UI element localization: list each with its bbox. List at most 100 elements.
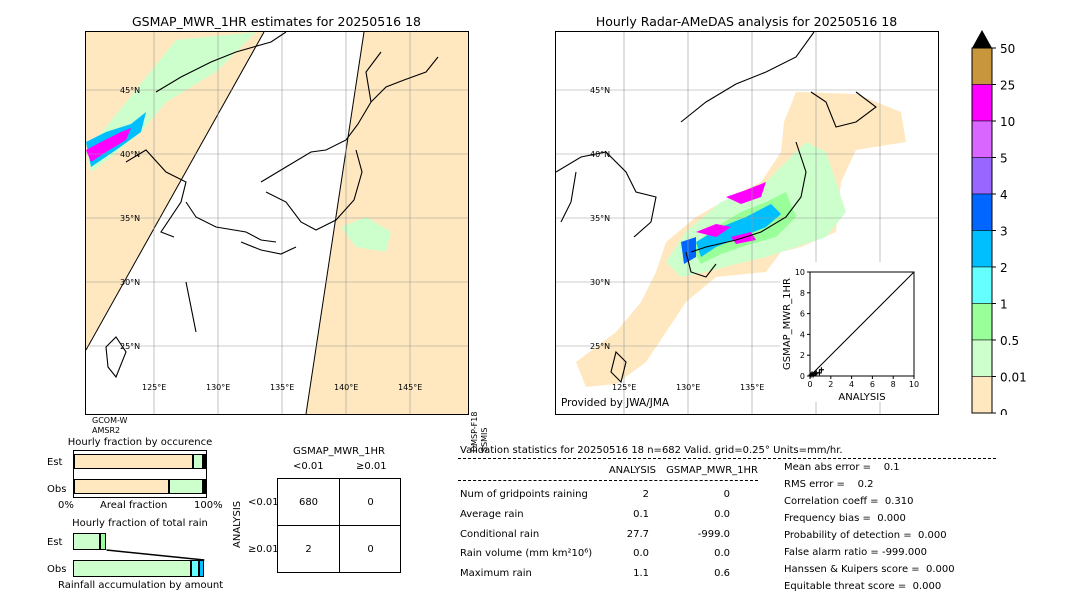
validation-row-label: Num of gridpoints raining — [460, 489, 588, 500]
right-map-credit: Provided by JWA/JMA — [561, 397, 670, 409]
occurrence-title: Hourly fraction by occurence — [67, 437, 213, 448]
left-map-canvas: 45°N 40°N 35°N 30°N 25°N 125°E 130°E 135… — [86, 32, 468, 414]
scatter-ylabel: GSMAP_MWR_1HR — [782, 278, 793, 370]
left-lat-label: 45°N — [120, 86, 140, 95]
colorbar-label: 25 — [1000, 79, 1015, 93]
total-rain-segment — [99, 533, 107, 550]
occurrence-segment — [192, 454, 204, 469]
contingency-cell: 2 — [305, 544, 312, 555]
left-lat-label: 30°N — [120, 278, 140, 287]
score-line: Hanssen & Kuipers score = 0.000 — [784, 564, 955, 575]
colorbar-label: 10 — [1000, 115, 1015, 129]
scatter-point — [812, 371, 818, 377]
colorbar: 50 25 10 5 4 3 2 1 0.5 0.01 0 — [970, 30, 1030, 421]
scatter-point — [818, 367, 824, 373]
left-lon-label: 145°E — [398, 383, 422, 392]
validation-row-gsmap: 0.0 — [714, 548, 730, 559]
scatter-diagonal — [809, 271, 915, 377]
scatter-xlabel: ANALYSIS — [838, 392, 885, 402]
contingency-row-label: ≥0.01 — [248, 544, 279, 555]
scatter-x-tick-label: 4 — [849, 380, 854, 389]
left-lat-label: 40°N — [120, 150, 140, 159]
colorbar-label: 1 — [1000, 298, 1008, 312]
occurrence-row-label: Est — [47, 457, 63, 468]
scatter-y-tick-label: 6 — [800, 310, 805, 319]
validation-divider-mid — [458, 480, 758, 481]
scatter-y-tick-label: 0 — [800, 372, 805, 381]
validation-row-label: Average rain — [460, 509, 524, 520]
left-rain-heavy — [86, 128, 131, 162]
total-rain-segment — [198, 560, 205, 577]
occurrence-segment — [203, 454, 206, 469]
total-rain-caption: Rainfall accumulation by amount — [58, 580, 224, 591]
right-lat-label: 30°N — [590, 278, 610, 287]
colorbar-segment — [971, 266, 993, 304]
right-lon-label: 135°E — [740, 383, 764, 392]
validation-col-analysis: ANALYSIS — [608, 465, 656, 476]
contingency-cell: 680 — [298, 497, 319, 508]
total-rain-segment — [73, 533, 100, 550]
total-rain-bar-obs — [73, 560, 207, 577]
score-line: Mean abs error = 0.1 — [784, 462, 900, 473]
validation-row-label: Conditional rain — [460, 529, 540, 540]
occurrence-axis-mid: Areal fraction — [100, 500, 168, 511]
scatter-x-tick-label: 10 — [909, 380, 919, 389]
colorbar-segment — [971, 47, 993, 85]
validation-col-gsmap: GSMAP_MWR_1HR — [666, 465, 758, 476]
score-line: Correlation coeff = 0.310 — [784, 496, 914, 507]
occurrence-segment — [169, 479, 204, 494]
validation-row-analysis: 1.1 — [633, 568, 649, 579]
right-rain-cyan — [696, 204, 781, 257]
validation-row-analysis: 2 — [642, 489, 649, 500]
validation-row-gsmap: 0.6 — [714, 568, 730, 579]
validation-row-label: Maximum rain — [460, 568, 532, 579]
left-lon-label: 135°E — [270, 383, 294, 392]
left-lon-label: 125°E — [142, 383, 166, 392]
right-lat-label: 45°N — [590, 86, 610, 95]
total-rain-bar-est — [73, 533, 207, 550]
colorbar-label: 0 — [1000, 407, 1008, 415]
total-rain-row-label: Obs — [47, 564, 67, 575]
colorbar-label: 4 — [1000, 188, 1008, 202]
colorbar-canvas: 50 25 10 5 4 3 2 1 0.5 0.01 0 — [971, 30, 1027, 421]
colorbar-segment — [971, 230, 993, 268]
right-rain-blue — [681, 237, 696, 264]
colorbar-segment — [971, 339, 993, 377]
right-lat-label: 35°N — [590, 214, 610, 223]
colorbar-label: 0.01 — [1000, 371, 1027, 385]
score-line: RMS error = 0.2 — [784, 479, 874, 490]
scatter-point — [816, 370, 822, 376]
left-coastline — [105, 32, 439, 379]
colorbar-label: 0.5 — [1000, 334, 1019, 348]
right-lat-label: 25°N — [590, 342, 610, 351]
occurrence-bar-est — [74, 454, 206, 469]
scatter-y-tick-label: 8 — [800, 289, 805, 298]
scatter-y-tick-label: 10 — [795, 268, 805, 277]
validation-row-gsmap: 0 — [723, 489, 730, 500]
right-lon-label: 130°E — [676, 383, 700, 392]
occurrence-segment — [74, 454, 193, 469]
validation-row-gsmap: 0.0 — [714, 509, 730, 520]
total-rain-segment — [190, 560, 199, 577]
total-rain-connector — [106, 549, 205, 561]
occurrence-row-label: Obs — [47, 484, 67, 495]
validation-header: Validation statistics for 20250516 18 n=… — [460, 445, 843, 456]
scatter-x-tick-label: 0 — [807, 380, 812, 389]
colorbar-label: 5 — [1000, 152, 1008, 166]
left-lat-label: 25°N — [120, 342, 140, 351]
contingency-cell: 0 — [367, 544, 374, 555]
scatter-plot: 00 2 2 4 4 6 6 8 8 10 10 ANALYSIS GSMAP_MWR_1HR — [782, 268, 919, 403]
left-sensor-line-1: GCOM-W — [92, 416, 128, 425]
score-line: False alarm ratio = -999.000 — [784, 547, 927, 558]
colorbar-segment — [971, 193, 993, 231]
total-rain-title: Hourly fraction of total rain — [72, 518, 208, 529]
right-map-canvas: 45°N 40°N 35°N 30°N 25°N 125°E 130°E 135… — [556, 32, 938, 414]
occurrence-bar-obs — [74, 479, 206, 494]
left-map: 45°N 40°N 35°N 30°N 25°N 125°E 130°E 135… — [85, 31, 469, 415]
scatter-y-tick-label: 4 — [800, 330, 805, 339]
contingency-col-label: ≥0.01 — [356, 461, 387, 472]
validation-row-gsmap: -999.0 — [697, 529, 730, 540]
validation-divider-top — [458, 458, 996, 459]
colorbar-segment — [971, 84, 993, 122]
contingency-cell: 0 — [367, 497, 374, 508]
